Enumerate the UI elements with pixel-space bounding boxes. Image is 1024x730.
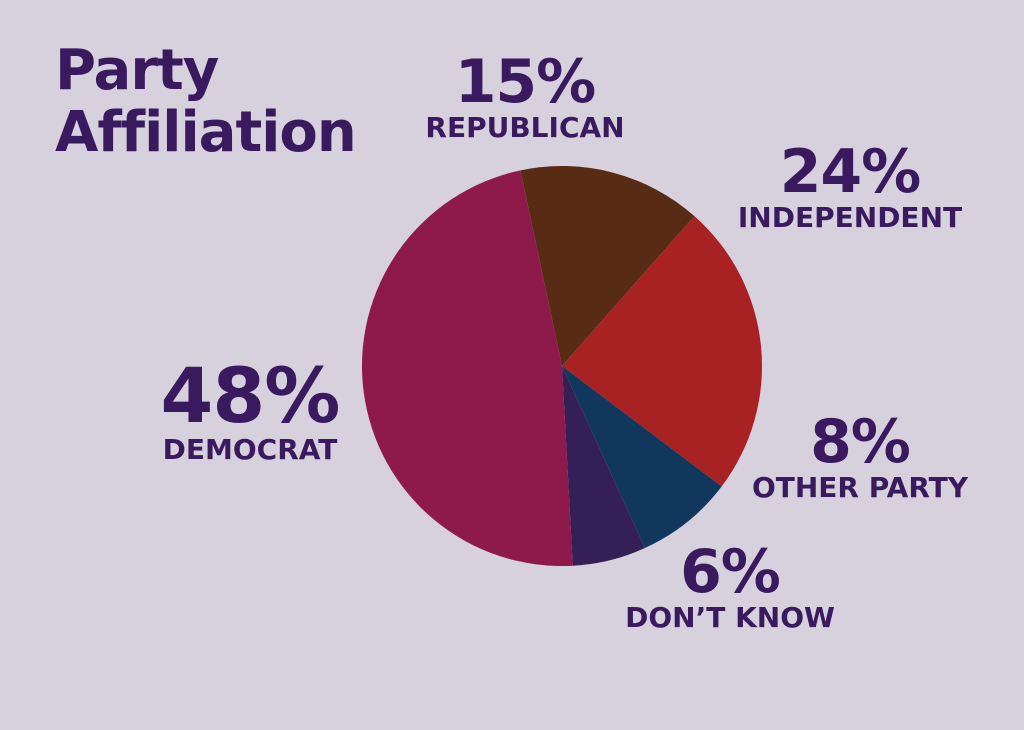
data-label-democrat-percent: 48%	[160, 351, 341, 440]
chart-title-line-2: Affiliation	[55, 100, 357, 165]
pie-slice-independent	[562, 216, 763, 487]
data-label-democrat-name: DEMOCRAT	[162, 433, 338, 466]
chart-title-line-1: Party	[55, 38, 219, 103]
data-label-dont-know-percent: 6%	[680, 537, 781, 607]
label-democrat: 48% DEMOCRAT	[145, 358, 355, 466]
data-label-independent-percent: 24%	[779, 137, 922, 207]
chart-title: Party Affiliation	[55, 38, 357, 165]
data-label-independent-name: INDEPENDENT	[737, 201, 963, 234]
data-label-other-party-name: OTHER PARTY	[751, 471, 969, 504]
label-independent: 24% INDEPENDENT	[730, 142, 970, 234]
data-label-republican-name: REPUBLICAN	[425, 111, 625, 144]
pie-slice-don-t-know	[562, 366, 645, 566]
label-dont-know: 6% DON’T KNOW	[615, 542, 845, 634]
pie-slice-other-party	[562, 366, 722, 549]
label-republican: 15% REPUBLICAN	[420, 52, 630, 144]
data-label-dont-know-name: DON’T KNOW	[625, 601, 835, 634]
data-label-other-party-percent: 8%	[810, 407, 911, 477]
pie-slice-republican	[520, 166, 695, 366]
data-label-republican-percent: 15%	[454, 47, 597, 117]
label-other-party: 8% OTHER PARTY	[745, 412, 975, 504]
pie-slice-democrat	[361, 170, 573, 567]
